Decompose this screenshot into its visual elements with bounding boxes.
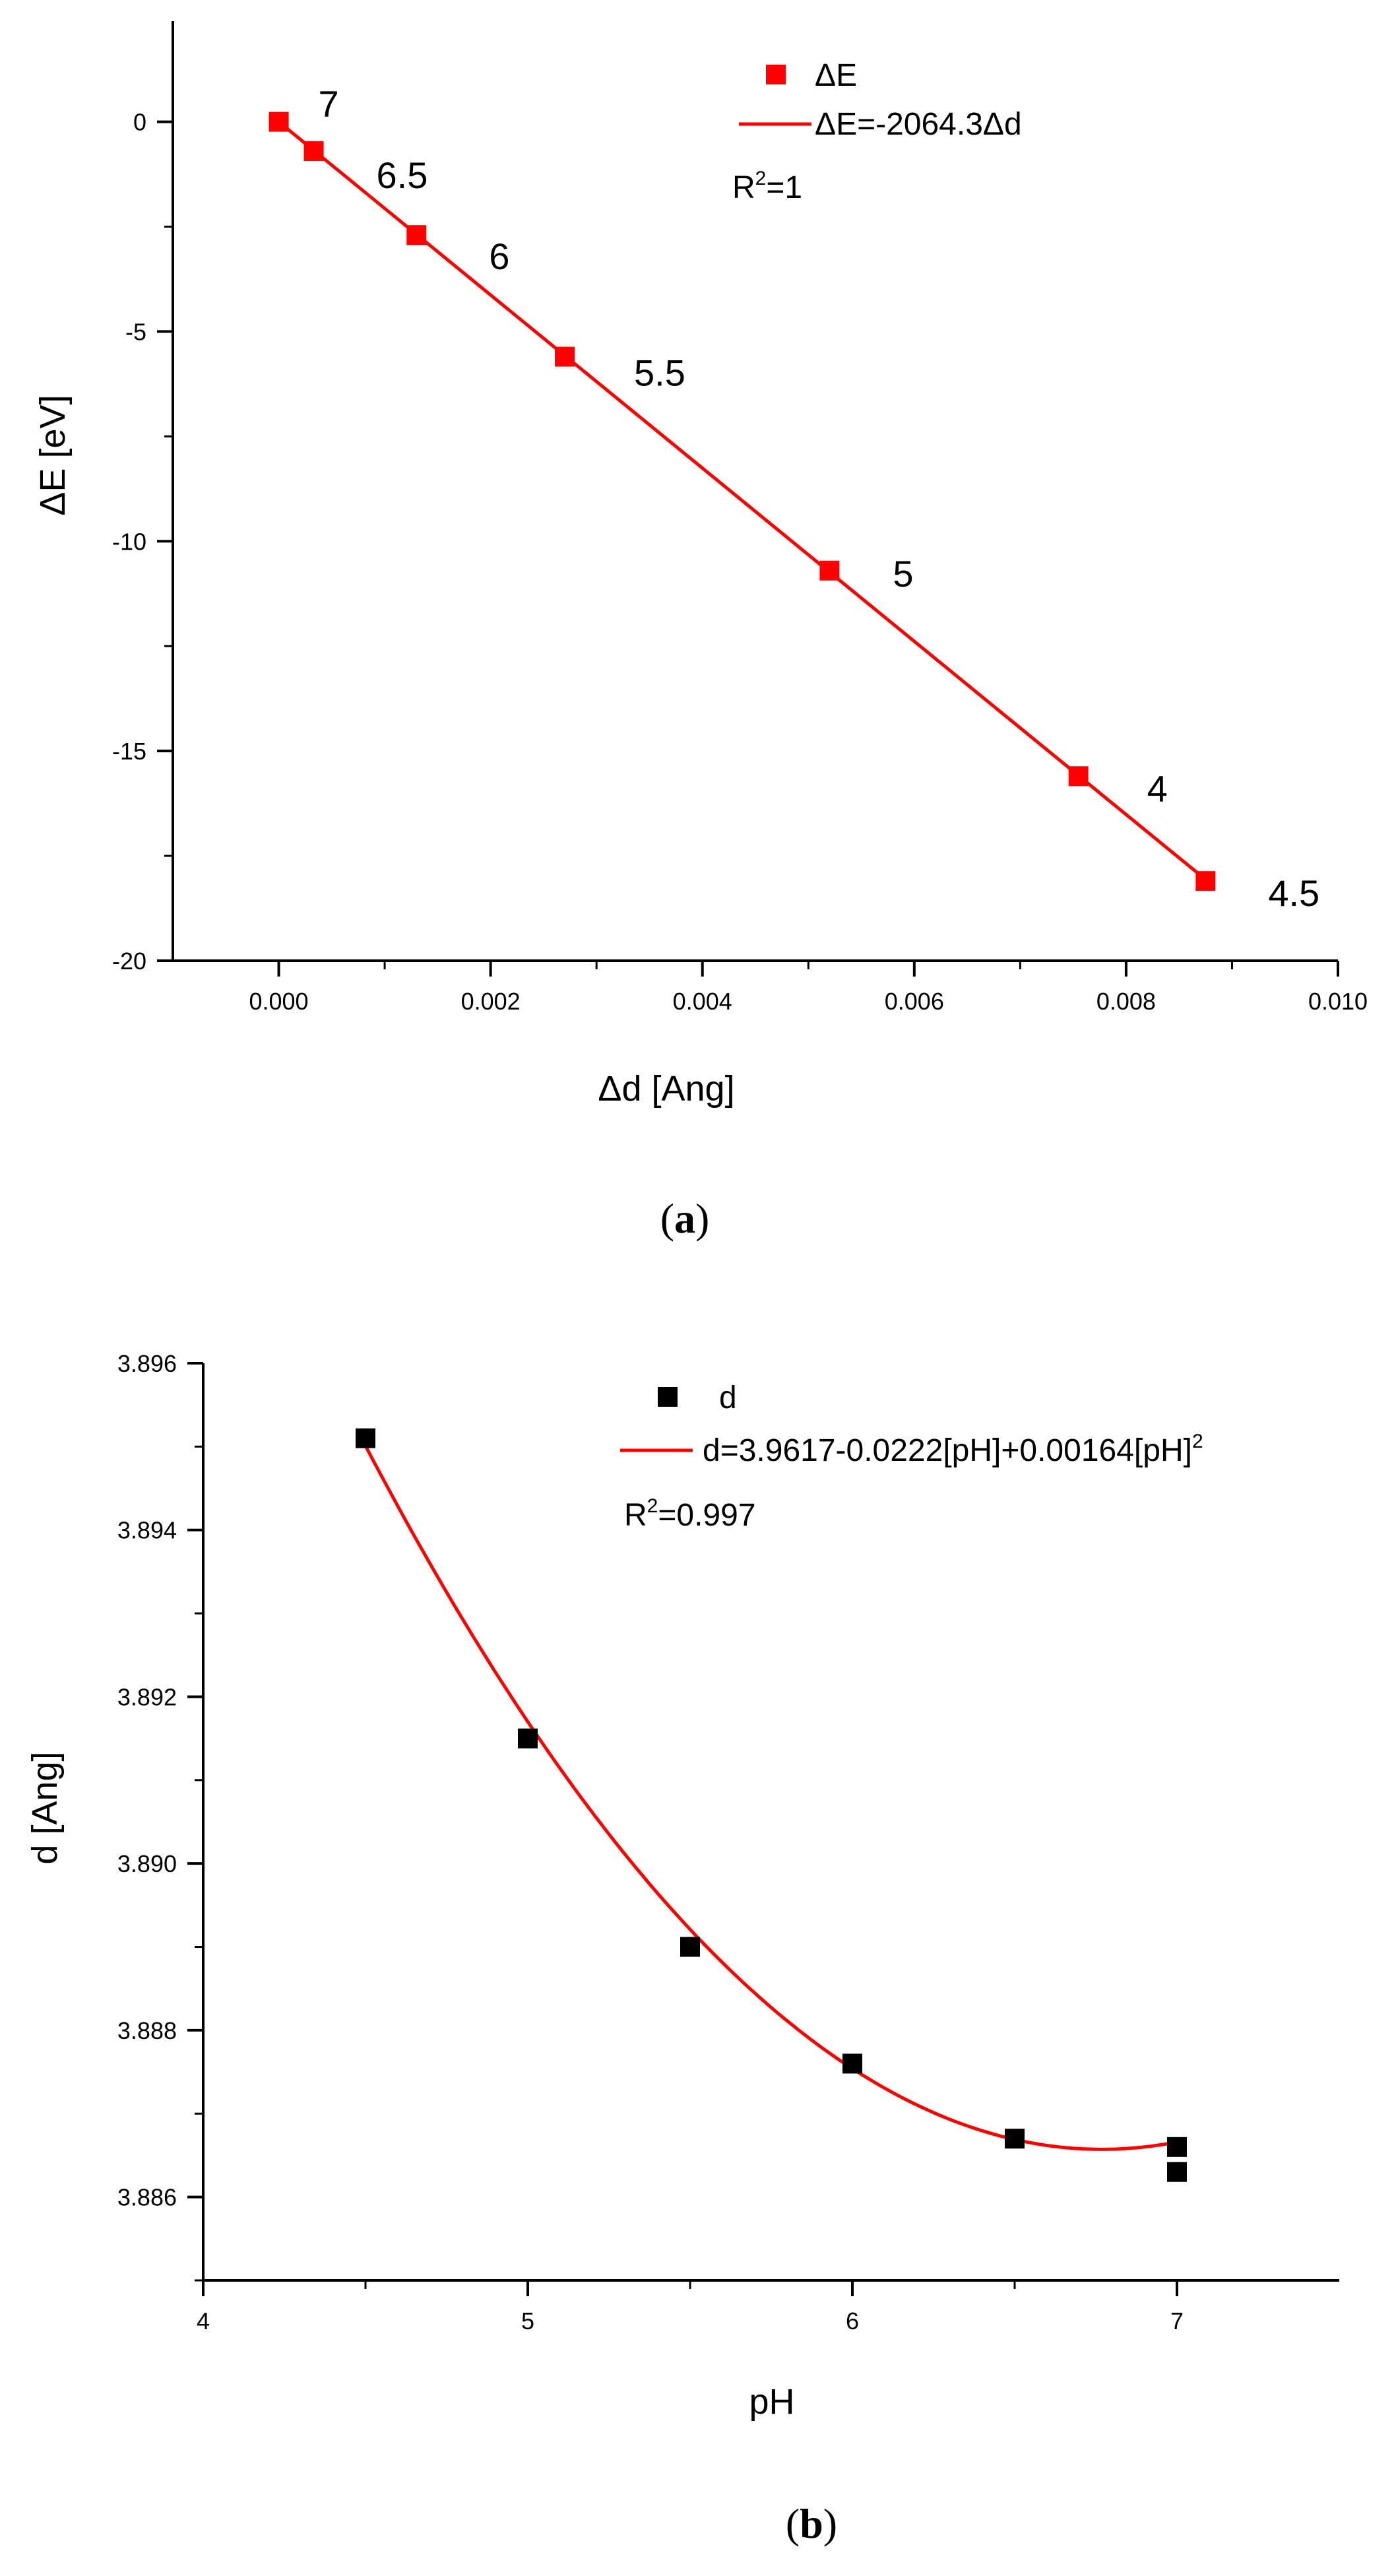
chart-b-point xyxy=(680,1937,700,1957)
chart-b-y-axis-label: d [Ang] xyxy=(25,1751,65,1864)
chart-a-legend-line-label: ΔE=-2064.3Δd xyxy=(815,107,1022,142)
chart-b-x-tick-label: 5 xyxy=(521,2307,534,2334)
chart-b-point xyxy=(1167,2137,1187,2157)
chart-b-y-tick-label: 3.888 xyxy=(117,2017,177,2044)
chart-b-point xyxy=(518,1728,538,1749)
chart-a-point-label: 5 xyxy=(893,553,913,595)
chart-b-caption: (b) xyxy=(786,2500,837,2547)
chart-a-legend-marker xyxy=(766,65,786,84)
chart-a-point xyxy=(1195,871,1216,891)
chart-a-point xyxy=(406,225,427,245)
chart-a-point xyxy=(1068,766,1089,787)
chart-a-legend-marker-label: ΔE xyxy=(815,58,857,93)
chart-a-x-tick-label: 0.004 xyxy=(673,988,732,1015)
chart-b-point xyxy=(1005,2129,1025,2149)
chart-b-y-tick-label: 3.892 xyxy=(117,1683,177,1710)
chart-b-point xyxy=(842,2053,862,2074)
chart-b-legend-marker xyxy=(658,1387,678,1407)
chart-b-x-axis-label: pH xyxy=(749,2382,794,2422)
chart-b-legend-line-label: d=3.9617-0.0222[pH]+0.00164[pH]2 xyxy=(703,1431,1203,1468)
chart-b-x-tick-label: 6 xyxy=(846,2307,859,2334)
chart-b-points xyxy=(356,1428,1187,2182)
chart-panel-a: 0.000 0.002 0.004 0.006 0.008 0.010 0 -5 -10 -15 -… xyxy=(33,21,1368,1242)
chart-a-x-tick-label: 0.008 xyxy=(1096,988,1156,1015)
chart-a-x-tick-label: 0.010 xyxy=(1308,988,1368,1015)
chart-a-point-label: 7 xyxy=(319,83,339,125)
chart-a-fit-line-group xyxy=(277,120,1207,881)
chart-b-axes: 4 5 6 7 3.886 3.888 3.890 3.892 3.894 3.896 xyxy=(117,1350,1339,2334)
chart-b-y-tick-label: 3.886 xyxy=(117,2184,177,2211)
chart-b-x-tick-label: 4 xyxy=(197,2307,210,2334)
chart-a-y-axis-label: ΔE [eV] xyxy=(33,395,73,515)
chart-a-legend: ΔE ΔE=-2064.3Δd R2=1 xyxy=(732,58,1022,205)
chart-a-point-label: 4.5 xyxy=(1268,872,1319,914)
chart-b-point xyxy=(1167,2162,1187,2182)
chart-a-point-label: 5.5 xyxy=(634,352,685,394)
chart-a-y-tick-label: -10 xyxy=(112,528,146,555)
chart-b-legend-r2: R2=0.997 xyxy=(624,1495,756,1533)
chart-b-y-tick-label: 3.894 xyxy=(117,1517,177,1544)
chart-a-points xyxy=(269,112,1216,891)
chart-a-axes: 0.000 0.002 0.004 0.006 0.008 0.010 0 -5 -10 -15 -… xyxy=(112,21,1368,1015)
chart-a-point-label: 6.5 xyxy=(377,154,428,196)
chart-b-point xyxy=(356,1428,375,1448)
chart-b-legend: d d=3.9617-0.0222[pH]+0.00164[pH]2 R2=0.… xyxy=(620,1380,1203,1533)
chart-a-point-label: 6 xyxy=(489,236,509,277)
chart-b-y-tick-label: 3.890 xyxy=(117,1850,177,1877)
chart-a-y-tick-label: 0 xyxy=(133,109,146,136)
chart-a-x-tick-label: 0.006 xyxy=(885,988,944,1015)
chart-b-x-tick-label: 7 xyxy=(1170,2307,1184,2334)
chart-panel-b: 4 5 6 7 3.886 3.888 3.890 3.892 3.894 3.896 pH d … xyxy=(25,1350,1339,2547)
chart-a-y-tick-label: -20 xyxy=(112,948,146,975)
chart-a-x-tick-label: 0.000 xyxy=(249,988,308,1015)
chart-a-point xyxy=(303,141,324,162)
chart-b-legend-marker-label: d xyxy=(719,1380,737,1415)
chart-a-x-tick-label: 0.002 xyxy=(461,988,521,1015)
chart-b-y-tick-label: 3.896 xyxy=(117,1350,177,1377)
chart-a-y-tick-label: -5 xyxy=(125,318,146,345)
chart-a-point-label: 4 xyxy=(1147,767,1168,809)
chart-a-legend-r2: R2=1 xyxy=(732,168,802,205)
chart-a-caption: (a) xyxy=(660,1195,710,1242)
chart-a-point xyxy=(555,346,575,367)
chart-b-fit-curve xyxy=(364,1444,1178,2151)
chart-a-y-tick-label: -15 xyxy=(112,738,146,765)
chart-a-point xyxy=(269,112,289,132)
chart-a-fit-line xyxy=(277,120,1207,881)
chart-a-point-labels: 7 6.5 6 5.5 5 4 4.5 xyxy=(319,83,1320,915)
chart-a-x-axis-label: Δd [Ang] xyxy=(598,1069,734,1109)
chart-a-point xyxy=(819,560,840,581)
